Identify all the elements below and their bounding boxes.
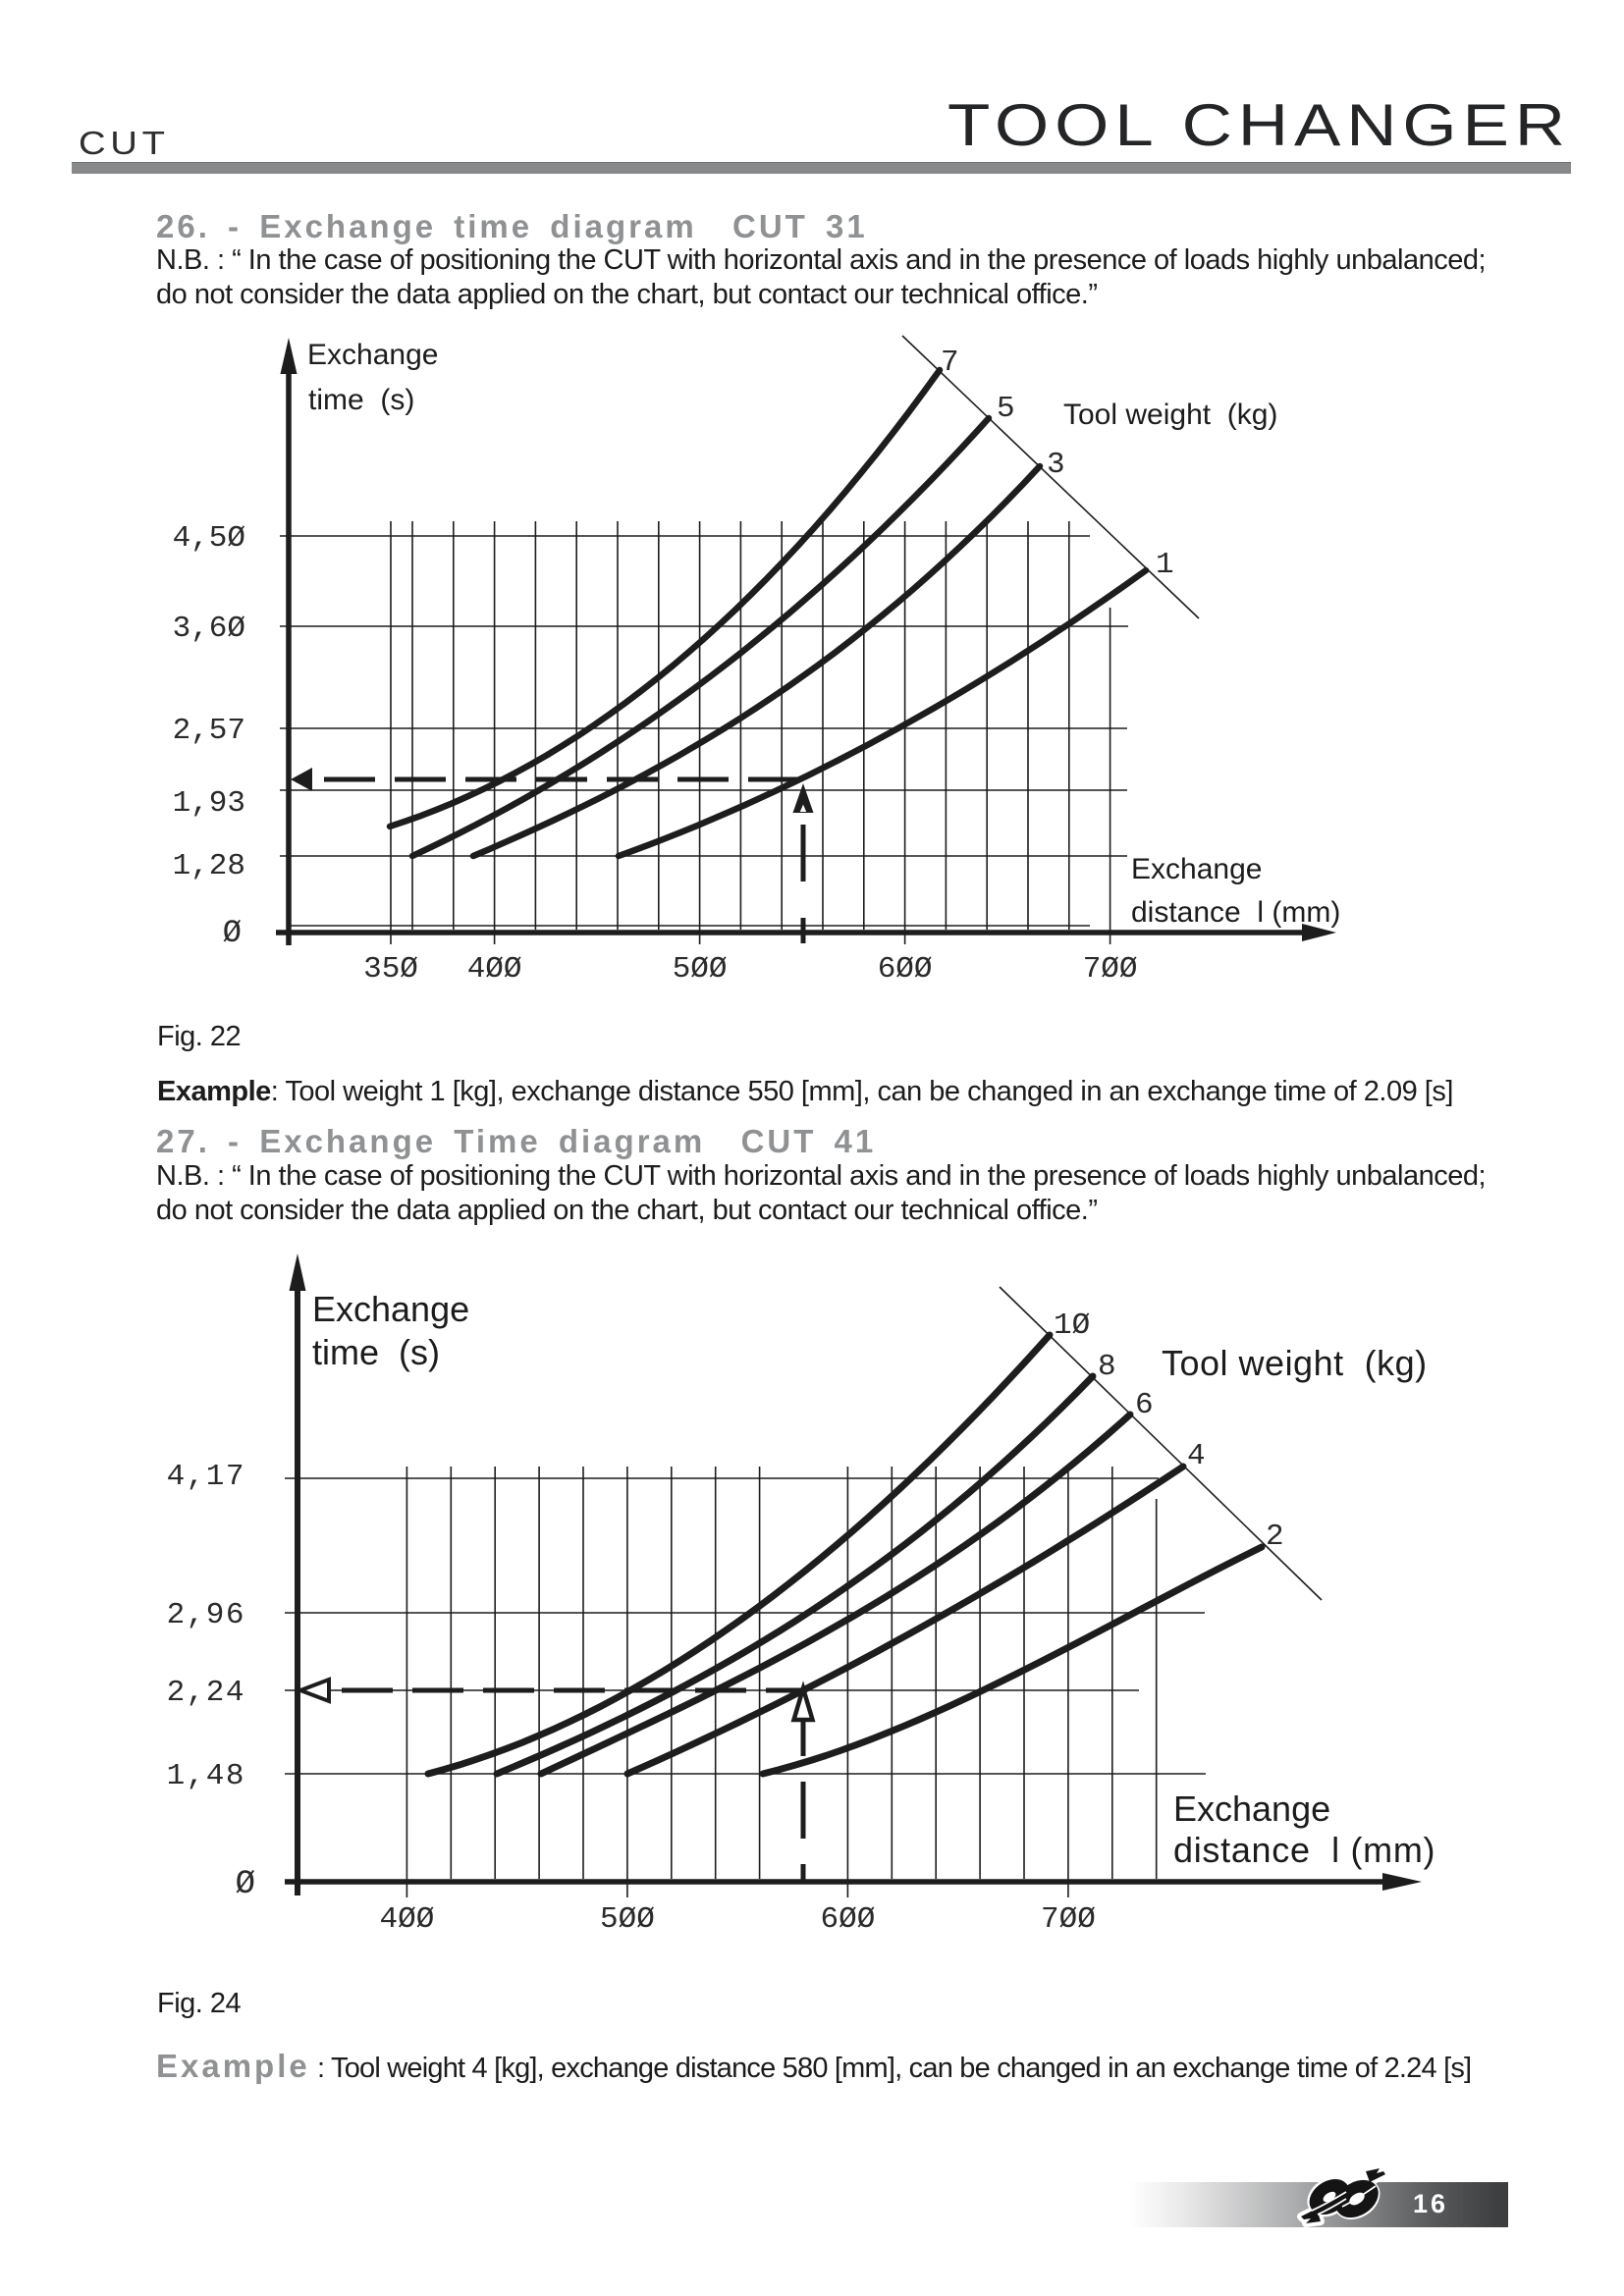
svg-text:7ØØ: 7ØØ — [1041, 1902, 1096, 1937]
svg-text:6ØØ: 6ØØ — [820, 1902, 875, 1937]
svg-text:Exchange: Exchange — [307, 339, 438, 371]
svg-text:5ØØ: 5ØØ — [673, 952, 728, 987]
svg-text:distance l (mm): distance l (mm) — [1131, 896, 1340, 929]
svg-text:2: 2 — [1266, 1520, 1284, 1554]
svg-text:Tool weight (kg): Tool weight (kg) — [1162, 1343, 1428, 1383]
svg-text:7: 7 — [941, 346, 959, 380]
svg-text:3: 3 — [1047, 448, 1065, 482]
svg-text:Tool weight (kg): Tool weight (kg) — [1063, 399, 1277, 431]
svg-text:4,5Ø: 4,5Ø — [173, 521, 245, 556]
svg-text:5ØØ: 5ØØ — [600, 1902, 655, 1937]
svg-text:time (s): time (s) — [312, 1332, 440, 1372]
svg-text:Ø: Ø — [236, 1866, 255, 1903]
svg-text:1Ø: 1Ø — [1054, 1308, 1090, 1343]
svg-text:4: 4 — [1187, 1439, 1206, 1473]
svg-text:Ø: Ø — [223, 915, 242, 951]
svg-text:6: 6 — [1135, 1388, 1154, 1422]
svg-text:6ØØ: 6ØØ — [878, 952, 933, 987]
svg-text:Exchange: Exchange — [1173, 1789, 1330, 1829]
svg-text:35Ø: 35Ø — [363, 952, 418, 987]
svg-text:4,17: 4,17 — [167, 1460, 245, 1494]
svg-text:4ØØ: 4ØØ — [379, 1902, 434, 1937]
svg-text:8: 8 — [1098, 1350, 1116, 1384]
svg-text:4ØØ: 4ØØ — [467, 952, 522, 987]
svg-text:3,6Ø: 3,6Ø — [173, 612, 245, 646]
svg-text:1: 1 — [1156, 548, 1174, 582]
svg-text:1,28: 1,28 — [173, 849, 245, 883]
svg-text:2,57: 2,57 — [173, 714, 245, 748]
svg-text:1,93: 1,93 — [173, 786, 245, 821]
svg-text:2,24: 2,24 — [167, 1676, 245, 1710]
svg-text:distance l (mm): distance l (mm) — [1173, 1830, 1435, 1870]
svg-text:2,96: 2,96 — [167, 1598, 245, 1632]
svg-text:5: 5 — [997, 392, 1015, 426]
svg-text:time (s): time (s) — [308, 384, 414, 416]
svg-text:1,48: 1,48 — [167, 1759, 245, 1793]
svg-text:Exchange: Exchange — [1131, 853, 1262, 885]
svg-text:Exchange: Exchange — [312, 1289, 469, 1329]
svg-text:7ØØ: 7ØØ — [1083, 952, 1138, 987]
